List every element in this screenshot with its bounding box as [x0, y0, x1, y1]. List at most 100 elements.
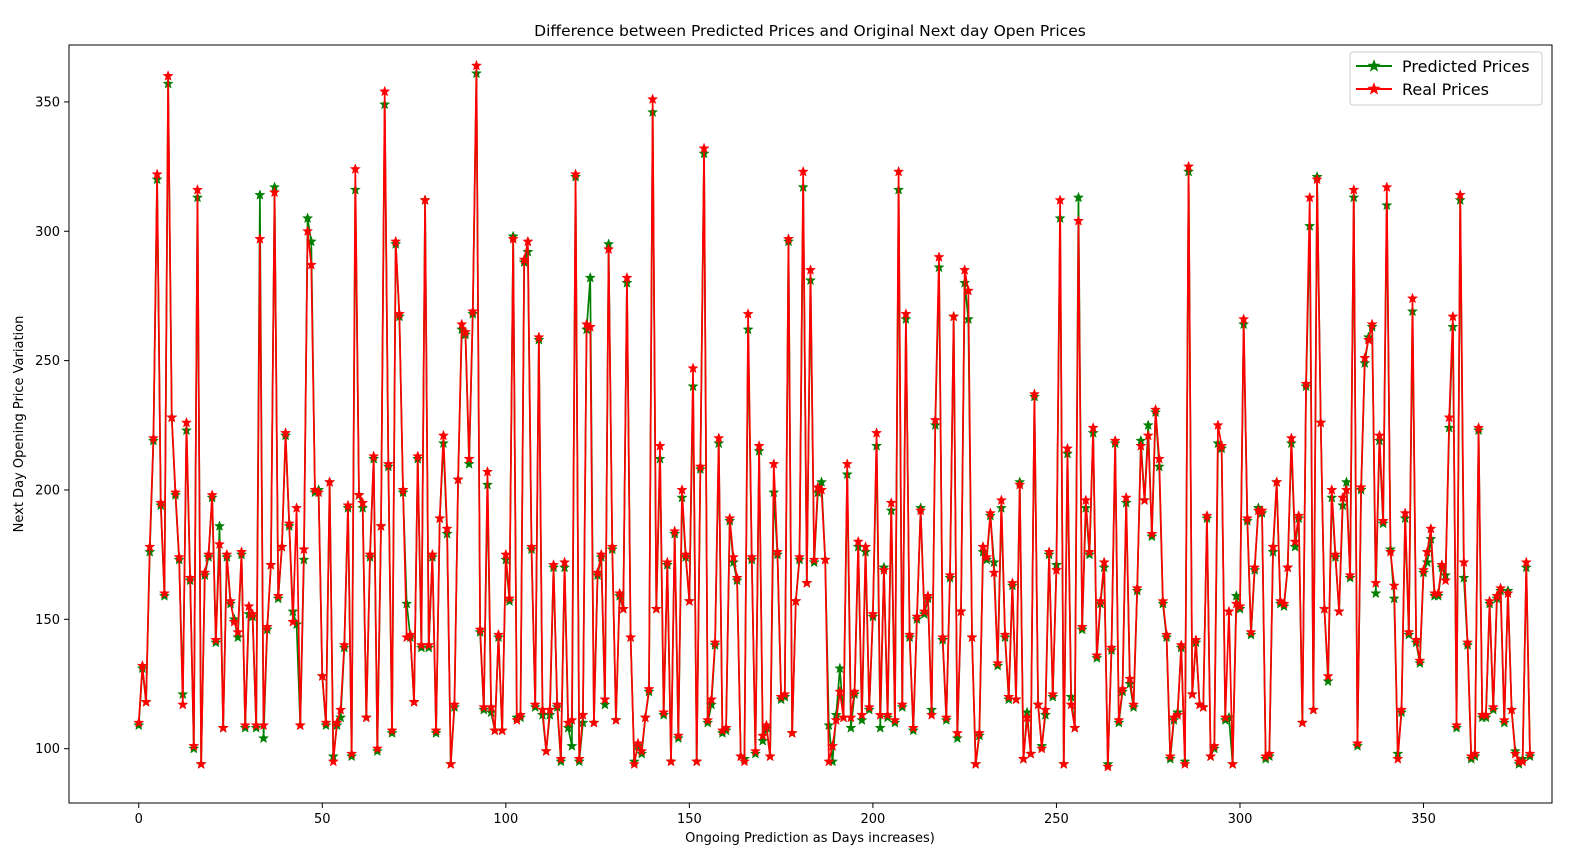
data-point [1238, 313, 1250, 325]
data-point [232, 631, 244, 643]
data-point [1094, 595, 1107, 606]
data-point [1285, 432, 1297, 444]
data-point [1472, 421, 1485, 433]
data-point [1149, 403, 1162, 415]
data-point [393, 308, 405, 319]
data-point [841, 458, 853, 469]
data-point [335, 711, 347, 723]
y-tick-label: 300 [35, 225, 60, 240]
y-axis: 100 150 200 250 300 350 [35, 95, 69, 757]
data-point [1175, 639, 1187, 650]
x-tick-label: 0 [135, 812, 143, 827]
data-point [1197, 701, 1209, 713]
data-point [360, 711, 372, 723]
data-point [301, 225, 314, 237]
data-point [1047, 688, 1059, 700]
data-point [1447, 310, 1459, 322]
data-point [1318, 603, 1331, 614]
data-point [268, 186, 281, 198]
data-point [705, 693, 718, 705]
data-point [870, 427, 883, 438]
data-point [191, 183, 204, 195]
data-point [1186, 688, 1198, 700]
data-point [988, 566, 1000, 578]
data-point [1160, 628, 1173, 640]
data-point [441, 522, 453, 534]
data-point [180, 416, 193, 428]
data-point [357, 496, 369, 508]
data-point [445, 758, 457, 769]
data-point [1307, 703, 1320, 715]
data-point [1502, 587, 1514, 599]
data-point [213, 520, 226, 531]
data-point [305, 258, 317, 270]
data-point [144, 540, 156, 552]
data-point [933, 251, 945, 262]
data-point [900, 308, 912, 319]
data-point [221, 548, 233, 560]
data-point [1421, 546, 1433, 557]
data-point [566, 714, 578, 725]
data-point [562, 722, 574, 733]
data-point [390, 235, 402, 247]
data-point [246, 608, 259, 619]
data-point [525, 540, 538, 552]
data-point [951, 732, 963, 744]
data-point [1304, 191, 1316, 203]
data-point [922, 590, 934, 601]
data-point [1322, 675, 1334, 687]
data-point [801, 577, 813, 588]
data-point [768, 458, 780, 469]
data-point [224, 595, 237, 606]
data-point [647, 93, 659, 105]
data-point [1223, 605, 1235, 617]
data-point [661, 556, 673, 568]
data-point [254, 189, 266, 200]
plot-frame [68, 44, 1553, 804]
data-point [892, 165, 905, 177]
data-point [896, 698, 908, 710]
data-point [364, 548, 376, 560]
data-point [232, 626, 244, 638]
data-point [316, 670, 328, 682]
data-point [1072, 191, 1085, 203]
data-point [254, 233, 266, 244]
data-point [379, 85, 391, 97]
data-point [948, 310, 960, 322]
data-point [239, 719, 251, 731]
data-point [599, 698, 611, 710]
data-point [992, 657, 1004, 669]
data-point [324, 476, 336, 487]
data-point [867, 608, 879, 619]
data-point [1039, 703, 1052, 715]
data-point [1065, 698, 1077, 710]
data-point [1392, 753, 1404, 764]
data-point [1458, 556, 1470, 568]
data-point [680, 548, 692, 560]
data-point [1300, 377, 1312, 389]
data-point [1381, 181, 1393, 193]
data-point [1234, 600, 1246, 612]
data-point [959, 264, 971, 275]
data-point [845, 722, 857, 733]
y-tick-label: 250 [35, 354, 60, 369]
data-point [1102, 760, 1114, 772]
data-point [845, 711, 857, 723]
x-tick-label: 300 [1228, 812, 1253, 827]
data-point [1366, 318, 1378, 330]
data-point [1201, 509, 1213, 521]
data-point [419, 194, 431, 206]
data-point [1454, 189, 1466, 200]
data-point [625, 631, 637, 643]
data-point [1164, 750, 1176, 762]
data-point [349, 163, 361, 174]
data-point [257, 732, 270, 744]
data-point [228, 615, 240, 627]
data-point [1061, 442, 1074, 454]
data-point [973, 727, 985, 738]
data-point [1080, 494, 1092, 506]
data-point [382, 458, 394, 469]
data-point [1278, 597, 1290, 609]
data-point [915, 504, 927, 516]
legend-marker-real [1367, 82, 1381, 95]
